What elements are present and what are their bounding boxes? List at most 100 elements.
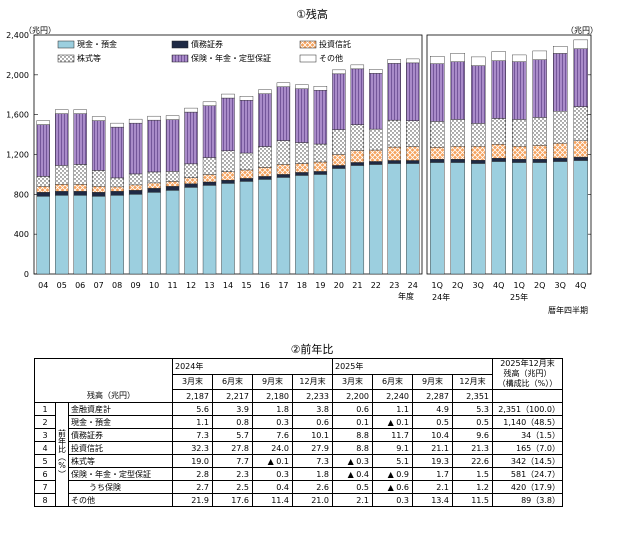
balance-share: 34（1.5）: [492, 428, 563, 442]
yoy-value: 11.7: [372, 428, 413, 442]
bar-segment-quarter-4-s4: [512, 61, 527, 120]
bar-segment-quarter-0-s2: [430, 147, 445, 160]
x-tick-label-annual-18: 22: [371, 281, 381, 290]
yoy-value: 0.5: [452, 415, 493, 429]
row-number: 5: [34, 454, 56, 468]
bar-segment-annual-18-s1: [369, 161, 383, 165]
yoy-value: 0.6: [292, 415, 333, 429]
bar-segment-annual-16-s2: [332, 154, 346, 166]
bar-segment-annual-10-s0: [221, 183, 235, 275]
yoy-value: 21.3: [452, 441, 493, 455]
yoy-value: 0.3: [372, 493, 413, 507]
bar-segment-annual-19-s2: [387, 146, 401, 161]
bar-segment-quarter-6-s1: [553, 157, 568, 162]
table-row: 4 投資信託 32.3 27.8 24.0 27.9 8.8 9.1 21.1 21.3 165（7…: [34, 441, 563, 455]
bar-segment-annual-9-s1: [202, 181, 217, 186]
yoy-value: 2.5: [212, 480, 253, 494]
x-tick-label-annual-8: 12: [186, 281, 196, 290]
bar-segment-annual-3-s3: [91, 170, 106, 187]
period-header-1: 6月末: [212, 373, 253, 390]
bar-segment-annual-3-s2: [91, 186, 106, 193]
x-tick-label-annual-4: 08: [112, 281, 122, 290]
bar-segment-quarter-2-s1: [471, 160, 486, 164]
bar-segment-annual-0-s1: [36, 192, 50, 197]
yoy-value: ▲ 0.1: [252, 454, 293, 468]
yoy-value: 7.3: [292, 454, 333, 468]
bar-segment-annual-0-s2: [36, 186, 50, 193]
x-tick-label-quarter-4: 1Q: [514, 281, 525, 290]
unit-right: （兆円）: [566, 25, 598, 35]
bar-segment-annual-11-s0: [239, 181, 254, 275]
yoy-value: 3.9: [212, 402, 253, 416]
bar-segment-quarter-2-s0: [471, 163, 486, 275]
legend-swatch-4: [171, 54, 189, 63]
yoy-value: ▲ 0.6: [372, 480, 413, 494]
bar-segment-annual-3-s5: [91, 116, 106, 121]
x-tick-label-quarter-7: 4Q: [575, 281, 586, 290]
bar-segment-annual-1-s3: [55, 165, 69, 185]
y-tick-label: 800: [14, 190, 29, 199]
bar-segment-annual-2-s2: [73, 184, 87, 192]
yoy-value: ▲ 0.1: [372, 415, 413, 429]
bar-segment-annual-11-s1: [239, 178, 254, 182]
legend-swatch-0: [57, 40, 75, 49]
bar-segment-annual-8-s0: [184, 187, 198, 275]
yoy-value: 17.6: [212, 493, 253, 507]
bar-segment-quarter-5-s1: [532, 159, 547, 163]
bar-segment-quarter-7-s1: [573, 156, 588, 161]
row-label: 債務証券: [68, 428, 173, 442]
yoy-value: 8.8: [332, 428, 373, 442]
bar-segment-annual-4-s5: [110, 122, 124, 128]
balance-share: 342（14.5）: [492, 454, 563, 468]
table-row: 5 株式等 19.0 7.7 ▲ 0.1 7.3 ▲ 0.3 5.1 19.3 22.6 342（1…: [34, 454, 563, 468]
balance-value-7: 2,351: [452, 389, 493, 403]
yoy-value: 0.5: [412, 415, 453, 429]
yoy-value: 11.5: [452, 493, 493, 507]
balance-value-3: 2,233: [292, 389, 333, 403]
bar-segment-quarter-4-s1: [512, 159, 527, 163]
bar-segment-annual-19-s3: [387, 119, 401, 148]
bar-segment-annual-10-s4: [221, 97, 235, 152]
bar-segment-annual-17-s5: [350, 64, 365, 70]
bar-segment-quarter-7-s2: [573, 140, 588, 158]
x-tick-label-annual-17: 21: [352, 281, 362, 290]
bar-segment-quarter-1-s2: [450, 146, 465, 160]
table-row: 2 現金・預金 1.1 0.8 0.3 0.6 0.1 ▲ 0.1 0.5 0.5 1,140（48…: [34, 415, 563, 429]
row-number: 8: [34, 493, 56, 507]
bar-segment-annual-5-s3: [128, 173, 143, 186]
quarter-year-label-1: 25年: [510, 292, 528, 302]
yoy-value: 2.1: [412, 480, 453, 494]
bar-segment-annual-9-s4: [202, 105, 217, 158]
yoy-value: 9.1: [372, 441, 413, 455]
bar-segment-quarter-5-s4: [532, 59, 547, 118]
x-tick-label-annual-12: 16: [260, 281, 270, 290]
unit-left: （兆円）: [24, 25, 56, 35]
yoy-value: 1.7: [412, 467, 453, 481]
bar-segment-quarter-3-s2: [491, 144, 506, 159]
bar-segment-quarter-2-s3: [471, 123, 486, 147]
bar-segment-annual-11-s3: [239, 152, 254, 171]
bar-segment-annual-16-s0: [332, 168, 346, 275]
yoy-value: 7.6: [252, 428, 293, 442]
chart-title: ①残高: [296, 7, 328, 21]
bar-segment-annual-1-s4: [55, 113, 69, 166]
bar-segment-annual-2-s3: [73, 164, 87, 185]
bar-segment-annual-15-s4: [313, 90, 328, 145]
fiscal-year-label: 年度: [398, 291, 414, 301]
bar-segment-quarter-2-s4: [471, 65, 486, 124]
bar-segment-quarter-1-s0: [450, 162, 465, 275]
bar-segment-quarter-5-s5: [532, 50, 547, 60]
bar-segment-annual-9-s0: [202, 185, 217, 275]
bar-segment-annual-20-s4: [406, 62, 420, 121]
balance-value-5: 2,240: [372, 389, 413, 403]
last-col-header-line3: （構成比（%））: [497, 379, 558, 388]
x-tick-label-annual-15: 19: [315, 281, 325, 290]
yoy-value: 21.1: [412, 441, 453, 455]
x-tick-label-quarter-2: 3Q: [473, 281, 484, 290]
bar-segment-annual-5-s4: [128, 122, 143, 175]
yoy-value: 7.7: [212, 454, 253, 468]
bar-segment-annual-15-s0: [313, 174, 328, 275]
bar-segment-annual-12-s3: [258, 146, 272, 168]
bar-segment-annual-16-s4: [332, 73, 346, 130]
bar-segment-annual-6-s4: [147, 119, 161, 173]
